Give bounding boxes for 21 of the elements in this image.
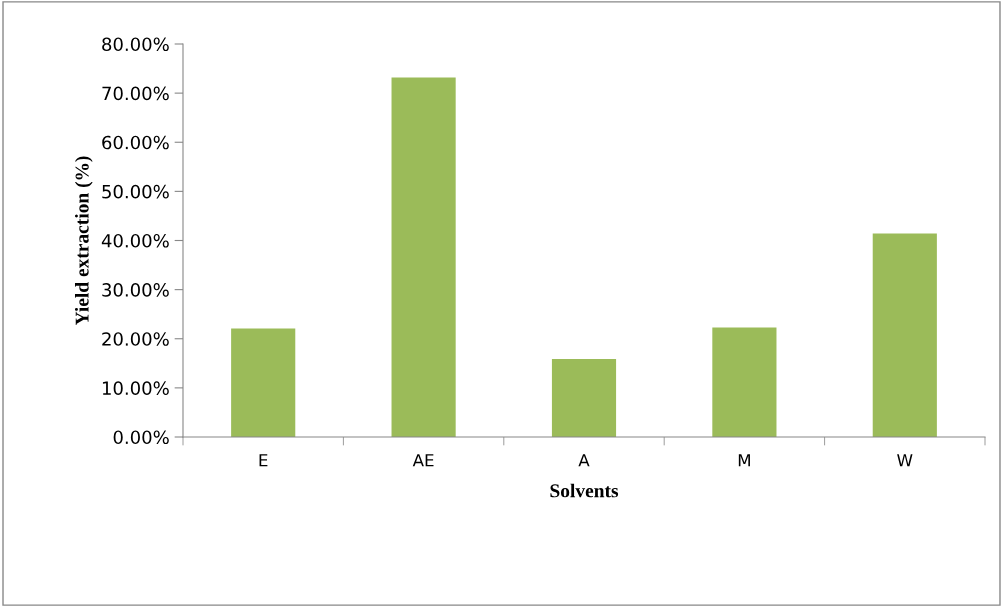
y-tick-label: 50.00% bbox=[102, 184, 169, 199]
y-tick-label: 10.00% bbox=[102, 381, 169, 395]
y-tick-label: 0.00% bbox=[113, 430, 169, 445]
y-tick-label: 60.00% bbox=[102, 135, 169, 150]
y-tick-label: 20.00% bbox=[102, 332, 169, 346]
y-tick-label: 30.00% bbox=[102, 283, 169, 297]
bar bbox=[391, 77, 456, 437]
x-tick-label: M bbox=[738, 454, 750, 467]
bar bbox=[872, 233, 937, 437]
x-tick-label: E bbox=[259, 454, 268, 467]
bar bbox=[712, 327, 777, 437]
x-tick-label: W bbox=[897, 454, 913, 467]
x-axis-title: Solvents bbox=[550, 483, 619, 498]
x-tick-label: AE bbox=[412, 454, 434, 467]
bar bbox=[551, 358, 617, 437]
y-tick-label: 70.00% bbox=[102, 86, 169, 101]
bar bbox=[231, 328, 296, 437]
y-tick-label: 80.00% bbox=[102, 37, 169, 52]
y-tick-label: 40.00% bbox=[101, 233, 169, 248]
x-tick-label: A bbox=[578, 454, 590, 467]
y-axis-title: Yield extraction (%) bbox=[74, 156, 93, 326]
